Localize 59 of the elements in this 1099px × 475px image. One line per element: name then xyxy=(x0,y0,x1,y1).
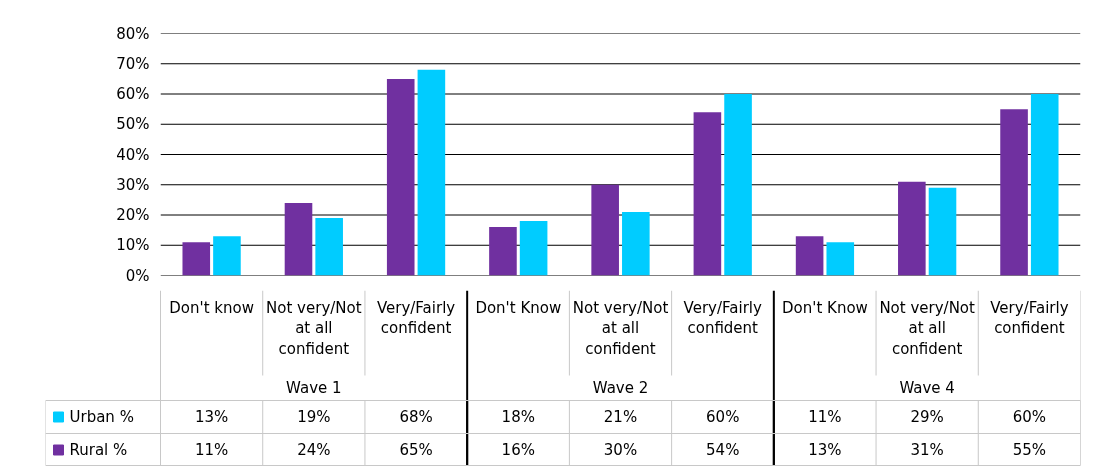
bar xyxy=(519,221,548,276)
data-label: 54% xyxy=(706,441,740,459)
data-label: 13% xyxy=(808,441,842,459)
data-label: 31% xyxy=(910,441,944,459)
x-tick-label: Don't Know xyxy=(475,298,562,317)
data-label: 24% xyxy=(297,441,331,459)
x-tick-label: Very/Fairly confident xyxy=(376,298,456,338)
x-tick-label: Don't know xyxy=(169,298,254,317)
data-label: 11% xyxy=(808,408,842,426)
text: Wave 1 xyxy=(286,379,342,397)
y-tick-label: 20% xyxy=(116,206,150,224)
x-tick-label: Very/Fairly confident xyxy=(990,298,1069,338)
bar xyxy=(795,236,824,276)
x-tick-label: Not very/Not at all confident xyxy=(266,298,362,358)
data-label: 16% xyxy=(501,441,535,459)
data-label: 30% xyxy=(603,441,638,459)
bar xyxy=(213,236,241,276)
bar xyxy=(315,218,343,276)
data-label: 60% xyxy=(1012,408,1047,426)
legend-label: Urban % xyxy=(69,408,134,426)
y-tick-label: 0% xyxy=(125,266,150,285)
bar xyxy=(928,187,957,276)
bar xyxy=(417,69,446,276)
data-label: 55% xyxy=(1012,441,1047,459)
x-tick-label: Not very/Not at all confident xyxy=(572,298,669,358)
bar xyxy=(284,202,313,276)
bar xyxy=(1000,109,1028,276)
data-label: 11% xyxy=(194,441,229,459)
bar xyxy=(826,242,855,276)
y-tick-label: 50% xyxy=(116,115,150,134)
bar xyxy=(182,242,211,276)
data-label: 68% xyxy=(399,408,433,426)
bar xyxy=(591,184,619,276)
data-label: 65% xyxy=(399,441,433,459)
y-tick-label: 60% xyxy=(116,85,150,103)
data-label: 21% xyxy=(603,408,638,426)
bar xyxy=(386,78,415,276)
bar xyxy=(1030,94,1059,276)
bar xyxy=(622,211,650,276)
bar xyxy=(724,94,752,276)
bar xyxy=(489,227,517,276)
x-tick-label: Very/Fairly confident xyxy=(683,298,762,338)
y-tick-label: 80% xyxy=(116,24,150,43)
legend-label: Rural % xyxy=(69,441,128,459)
y-tick-label: 10% xyxy=(116,236,150,255)
data-label: 60% xyxy=(706,408,740,426)
x-tick-label: Don't Know xyxy=(782,298,868,317)
data-label: 18% xyxy=(501,408,535,426)
bar xyxy=(898,181,926,276)
data-label: 13% xyxy=(194,408,229,426)
y-tick-label: 30% xyxy=(116,175,150,194)
y-tick-label: 40% xyxy=(116,145,150,164)
data-label: 19% xyxy=(297,408,331,426)
data-label: 29% xyxy=(910,408,944,426)
y-tick-label: 70% xyxy=(116,54,150,73)
bar xyxy=(693,112,722,276)
text: Wave 4 xyxy=(899,379,955,397)
text: Wave 2 xyxy=(592,379,649,397)
x-tick-label: Not very/Not at all confident xyxy=(879,298,976,358)
